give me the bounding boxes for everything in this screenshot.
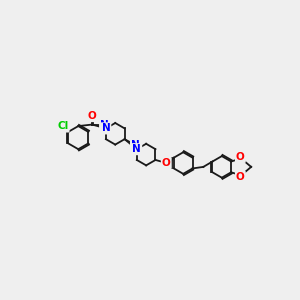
Text: Cl: Cl (57, 122, 68, 131)
Text: O: O (236, 152, 245, 162)
Text: O: O (88, 111, 97, 121)
Text: N: N (101, 123, 110, 134)
Text: N: N (131, 140, 140, 150)
Text: O: O (236, 172, 245, 182)
Text: O: O (162, 158, 171, 168)
Text: N: N (100, 119, 109, 130)
Text: N: N (132, 144, 141, 154)
